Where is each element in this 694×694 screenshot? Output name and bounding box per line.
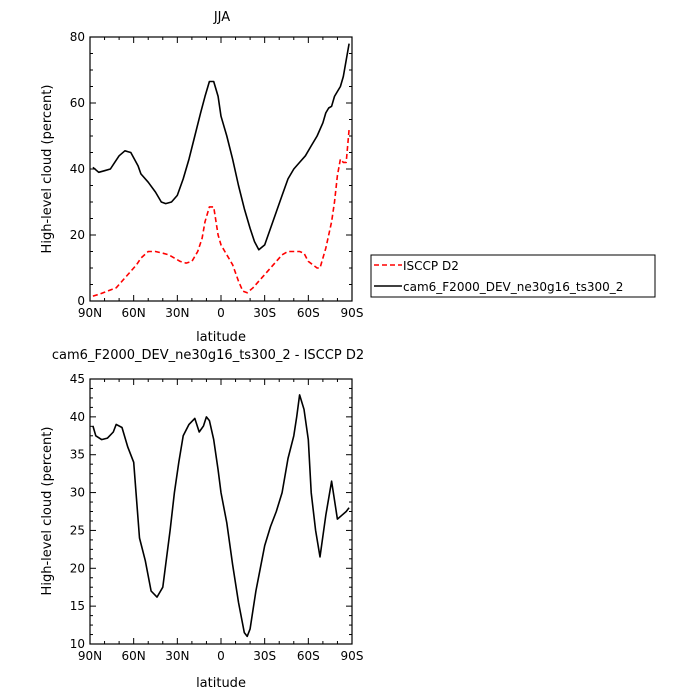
legend-label-cam6: cam6_F2000_DEV_ne30g16_ts300_2 [403, 280, 623, 294]
top-x-tick-label: 0 [217, 306, 225, 320]
legend-label-isccp: ISCCP D2 [403, 259, 459, 273]
bottom-y-tick-label: 40 [70, 410, 85, 424]
bottom-plot-area: 90N 60N 30N 0 30S 60S 90S 10 15 20 25 30 35 40 45 [70, 372, 364, 663]
top-y-tick-label: 60 [70, 96, 85, 110]
bottom-x-tick-label: 0 [217, 649, 225, 663]
top-x-tick-label: 60N [122, 306, 146, 320]
top-y-tick-label: 20 [70, 228, 85, 242]
top-x-tick-label: 90S [341, 306, 364, 320]
bottom-x-axis-label: latitude [196, 676, 246, 691]
top-y-tick-label: 40 [70, 162, 85, 176]
top-x-tick-label: 30N [165, 306, 189, 320]
bottom-y-tick-label: 30 [70, 486, 85, 500]
top-plot-frame [89, 36, 353, 302]
top-chart: JJA 90N 60N 30N 0 30S 60S 90S 0 20 40 60 80 latitud… [40, 10, 656, 345]
bottom-chart: cam6_F2000_DEV_ne30g16_ts300_2 - ISCCP D… [40, 348, 364, 691]
top-y-tick-label: 80 [70, 30, 85, 44]
bottom-chart-title: cam6_F2000_DEV_ne30g16_ts300_2 - ISCCP D… [52, 348, 364, 363]
bottom-x-tick-label: 30N [165, 649, 189, 663]
bottom-y-tick-label: 45 [70, 372, 85, 386]
top-series-line-cam6-f2000-dev-ne30g16-ts300-2 [92, 43, 350, 251]
top-plot-area: 90N 60N 30N 0 30S 60S 90S 0 20 40 60 80 [70, 30, 364, 320]
top-chart-title: JJA [213, 10, 230, 25]
bottom-x-tick-label: 90N [78, 649, 102, 663]
top-x-tick-label: 60S [297, 306, 320, 320]
bottom-x-tick-label: 30S [253, 649, 276, 663]
top-y-axis-label: High-level cloud (percent) [40, 85, 55, 254]
bottom-series-line-difference [92, 394, 350, 638]
bottom-y-tick-label: 20 [70, 561, 85, 575]
bottom-y-tick-label: 15 [70, 599, 85, 613]
bottom-y-axis-label: High-level cloud (percent) [40, 427, 55, 596]
legend: ISCCP D2 cam6_F2000_DEV_ne30g16_ts300_2 [370, 254, 656, 298]
bottom-y-tick-label: 10 [70, 637, 85, 651]
top-x-tick-label: 90N [78, 306, 102, 320]
legend-box [370, 254, 656, 298]
bottom-x-tick-label: 60N [122, 649, 146, 663]
top-x-axis-label: latitude [196, 330, 246, 345]
top-y-tick-label: 0 [77, 294, 85, 308]
top-x-tick-label: 30S [253, 306, 276, 320]
top-series-line-isccp-d2 [92, 129, 350, 297]
bottom-y-tick-label: 25 [70, 523, 85, 537]
bottom-x-tick-label: 90S [341, 649, 364, 663]
bottom-x-tick-label: 60S [297, 649, 320, 663]
bottom-y-tick-label: 35 [70, 448, 85, 462]
